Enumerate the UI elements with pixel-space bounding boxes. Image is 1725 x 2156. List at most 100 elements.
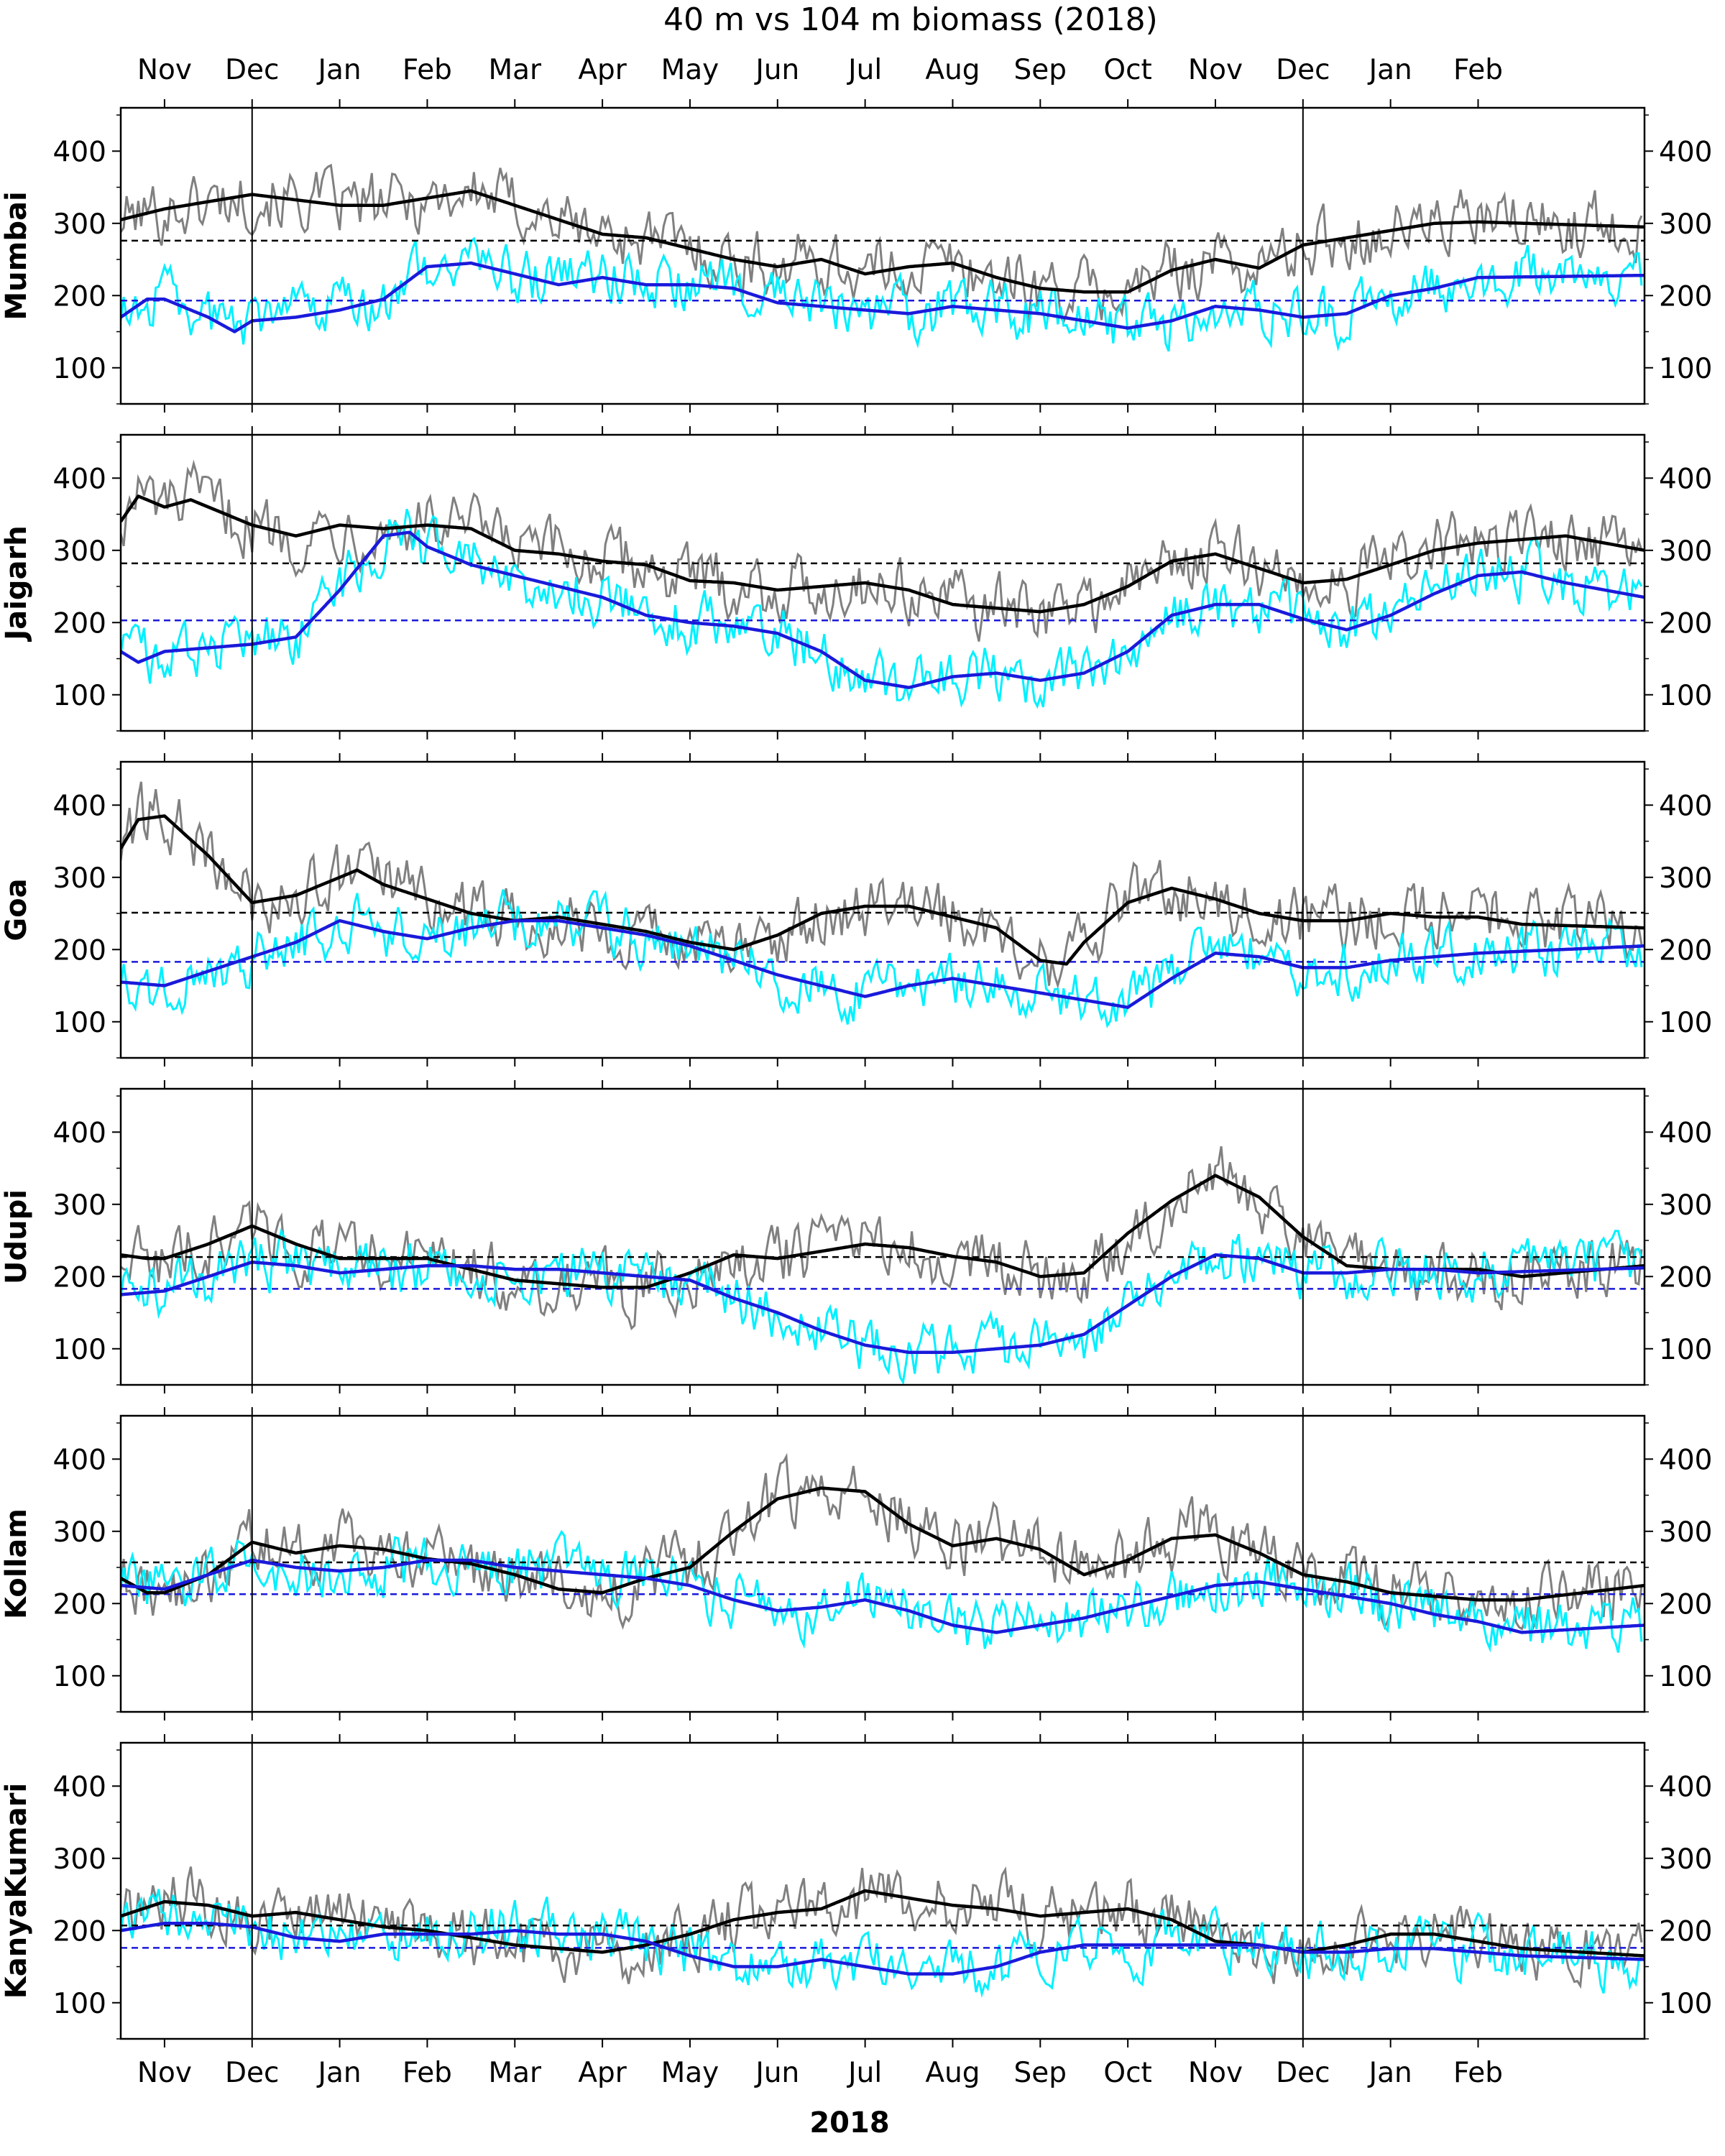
smooth-104m-line: [121, 261, 1644, 333]
x-tick-label-bottom: Jul: [846, 2057, 882, 2089]
raw-series-line: [121, 781, 1643, 990]
y-tick-label-left: 300: [53, 1843, 106, 1876]
y-tick-label-left: 400: [53, 1117, 106, 1149]
smooth-40m-line: [121, 814, 1644, 966]
y-tick-label-left: 100: [53, 680, 106, 712]
smooth-40m-line: [121, 1889, 1644, 1958]
raw-series-line: [121, 509, 1643, 709]
y-tick-label-right: 100: [1659, 680, 1712, 712]
raw-series-line: [121, 163, 1643, 325]
x-tick-label-bottom: Feb: [402, 2057, 452, 2089]
x-tick-label-bottom: Sep: [1014, 2057, 1067, 2089]
x-tick-label-bottom: Aug: [925, 2057, 980, 2089]
panel-frame: [119, 1741, 1646, 2040]
panel-jaigarh: 100 100 200 200 300 300 400 400 Jaigarh: [0, 426, 1712, 740]
y-tick-label-right: 400: [1659, 1444, 1712, 1476]
y-tick-label-left: 200: [53, 1261, 106, 1294]
plot-area: [121, 1866, 1644, 1999]
y-tick-label-left: 200: [53, 280, 106, 313]
raw-series-line: [121, 1227, 1643, 1385]
panel-label: Jaigarh: [0, 525, 33, 642]
y-tick-label-right: 200: [1659, 1588, 1712, 1621]
raw-series-line: [121, 459, 1643, 642]
y-tick-label-right: 100: [1659, 1334, 1712, 1366]
x-axis-label: 2018: [809, 2106, 889, 2139]
y-tick-label-right: 300: [1659, 1516, 1712, 1549]
panel-frame: [119, 760, 1646, 1059]
panel-frame: [119, 1414, 1646, 1713]
x-tick-label-bottom: Apr: [578, 2057, 627, 2089]
x-tick-label-top: Jan: [1367, 54, 1412, 86]
y-tick-label-left: 400: [53, 790, 106, 822]
x-tick-label-top: Feb: [402, 54, 452, 86]
y-tick-label-right: 300: [1659, 862, 1712, 895]
x-tick-label-bottom: Jan: [316, 2057, 362, 2089]
raw-series-line: [121, 1866, 1643, 1989]
smooth-104m-line: [121, 918, 1644, 1009]
y-tick-label-left: 400: [53, 1771, 106, 1803]
x-tick-label-top: Jul: [846, 54, 882, 86]
x-tick-label-bottom: Dec: [1276, 2057, 1330, 2089]
x-tick-label-bottom: Jun: [753, 2057, 799, 2089]
x-tick-label-bottom: Feb: [1453, 2057, 1503, 2089]
y-tick-label-right: 300: [1659, 1843, 1712, 1876]
panel-frame: [119, 106, 1646, 405]
y-tick-label-right: 400: [1659, 790, 1712, 822]
plot-area: [121, 781, 1644, 1028]
panel-udupi: 100 100 200 200 300 300 400 400 Udupi: [0, 1080, 1712, 1393]
y-tick-label-left: 200: [53, 607, 106, 640]
y-tick-label-left: 200: [53, 1588, 106, 1621]
y-tick-label-left: 200: [53, 1915, 106, 1948]
y-tick-label-left: 400: [53, 463, 106, 495]
x-tick-label-top: Nov: [1188, 54, 1243, 86]
smooth-40m-line: [121, 1486, 1644, 1602]
smooth-104m-line: [121, 1921, 1644, 1976]
smooth-104m-line: [121, 1253, 1644, 1355]
y-tick-label-right: 300: [1659, 208, 1712, 241]
x-tick-label-top: Feb: [1453, 54, 1503, 86]
panel-label: Kollam: [0, 1508, 33, 1619]
y-tick-label-left: 400: [53, 136, 106, 168]
y-tick-label-left: 300: [53, 1189, 106, 1222]
y-tick-label-right: 100: [1659, 1007, 1712, 1039]
x-tick-label-top: Oct: [1103, 54, 1151, 86]
y-tick-label-right: 400: [1659, 1117, 1712, 1149]
x-tick-label-top: Nov: [137, 54, 192, 86]
x-tick-label-bottom: Mar: [488, 2057, 542, 2089]
smooth-104m-line: [121, 1558, 1644, 1634]
x-tick-label-bottom: Nov: [1188, 2057, 1243, 2089]
x-tick-label-top: Jan: [316, 54, 362, 86]
x-tick-label-top: Sep: [1014, 54, 1067, 86]
panel-frame: [119, 433, 1646, 732]
y-tick-label-right: 100: [1659, 353, 1712, 385]
plot-area: [121, 1452, 1644, 1653]
panel-goa: 100 100 200 200 300 300 400 400 Goa: [0, 753, 1712, 1067]
x-tick-label-bottom: May: [661, 2057, 719, 2089]
y-tick-label-left: 100: [53, 1661, 106, 1693]
panel-frame: [119, 1087, 1646, 1386]
x-tick-label-top: Aug: [925, 54, 980, 86]
panel-kanyakumari: 100 100 200 200 300 300 400 400 KanyaKumari: [0, 1734, 1712, 2047]
y-tick-label-left: 100: [53, 1334, 106, 1366]
y-tick-label-left: 400: [53, 1444, 106, 1476]
x-tick-label-bottom: Nov: [137, 2057, 192, 2089]
y-tick-label-left: 300: [53, 862, 106, 895]
figure-title: 40 m vs 104 m biomass (2018): [663, 1, 1158, 38]
x-tick-label-top: Mar: [488, 54, 542, 86]
x-tick-label-top: Dec: [1276, 54, 1330, 86]
y-tick-label-right: 400: [1659, 136, 1712, 168]
x-tick-label-bottom: Jan: [1367, 2057, 1412, 2089]
raw-series-line: [121, 236, 1643, 352]
y-tick-label-left: 300: [53, 208, 106, 241]
y-tick-label-right: 200: [1659, 934, 1712, 967]
y-tick-label-right: 200: [1659, 280, 1712, 313]
smooth-104m-line: [121, 530, 1644, 689]
panel-label: KanyaKumari: [0, 1783, 33, 1999]
plot-area: [121, 1146, 1644, 1385]
raw-series-line: [121, 1146, 1643, 1331]
y-tick-label-right: 300: [1659, 535, 1712, 568]
y-tick-label-right: 300: [1659, 1189, 1712, 1222]
x-tick-label-top: Dec: [225, 54, 279, 86]
panel-kollam: 100 100 200 200 300 300 400 400 Kollam: [0, 1407, 1712, 1720]
